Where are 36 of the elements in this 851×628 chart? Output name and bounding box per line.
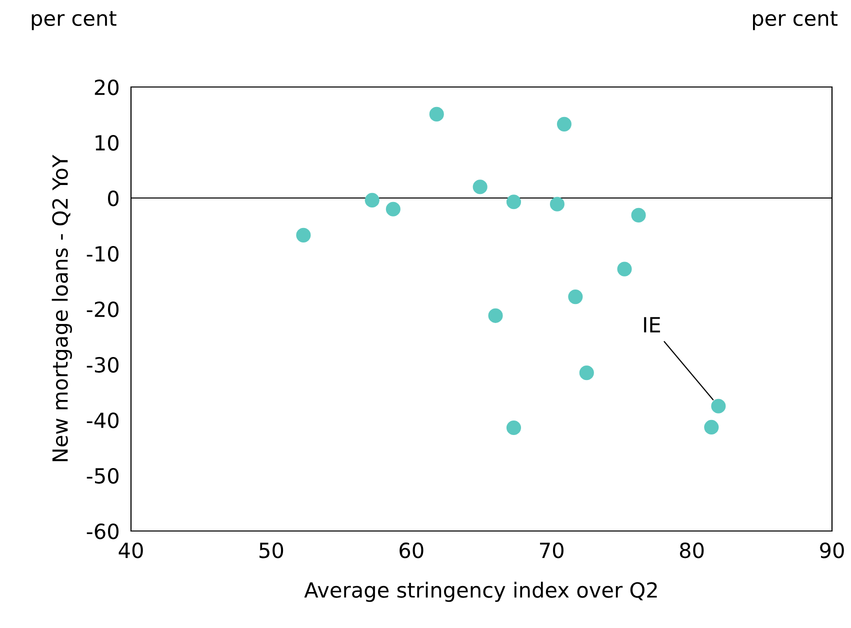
y-tick-label: -10	[86, 246, 119, 262]
x-tick-label: 40	[118, 542, 143, 558]
annotation: IE	[644, 317, 660, 332]
x-tick-label: 60	[400, 542, 424, 558]
x-axis-title: Average stringency index over Q2	[304, 582, 657, 602]
point	[631, 208, 646, 222]
x-tick-label: 50	[260, 542, 284, 558]
y-tick-label: -50	[86, 468, 119, 484]
point	[364, 192, 380, 208]
point	[556, 116, 572, 132]
y-tick-label: -60	[86, 523, 119, 540]
text: per cent	[753, 11, 838, 30]
y-tick-label: 20	[94, 79, 119, 96]
point	[296, 228, 311, 242]
y-tick-label: -30	[86, 356, 119, 373]
y-axis-title: New mortgage loans - Q2 YoY	[52, 154, 72, 462]
point	[506, 194, 522, 210]
point	[386, 202, 400, 216]
text: per cent	[32, 11, 116, 30]
y-tick-label: -20	[86, 301, 119, 318]
y-tick-label: 0	[108, 190, 119, 206]
x-tick-label: 90	[820, 542, 844, 558]
point	[704, 420, 719, 434]
y-tick-label: -40	[86, 412, 119, 428]
point	[429, 106, 444, 122]
point	[472, 180, 488, 194]
y-tick-label: 10	[96, 134, 119, 151]
point	[488, 308, 503, 323]
point	[711, 398, 726, 414]
point	[568, 290, 583, 304]
point	[617, 262, 632, 276]
x-tick-label: 80	[680, 542, 704, 558]
point	[579, 366, 594, 380]
x-tick-label: 70	[540, 542, 564, 558]
point	[550, 196, 564, 212]
point	[506, 420, 522, 436]
